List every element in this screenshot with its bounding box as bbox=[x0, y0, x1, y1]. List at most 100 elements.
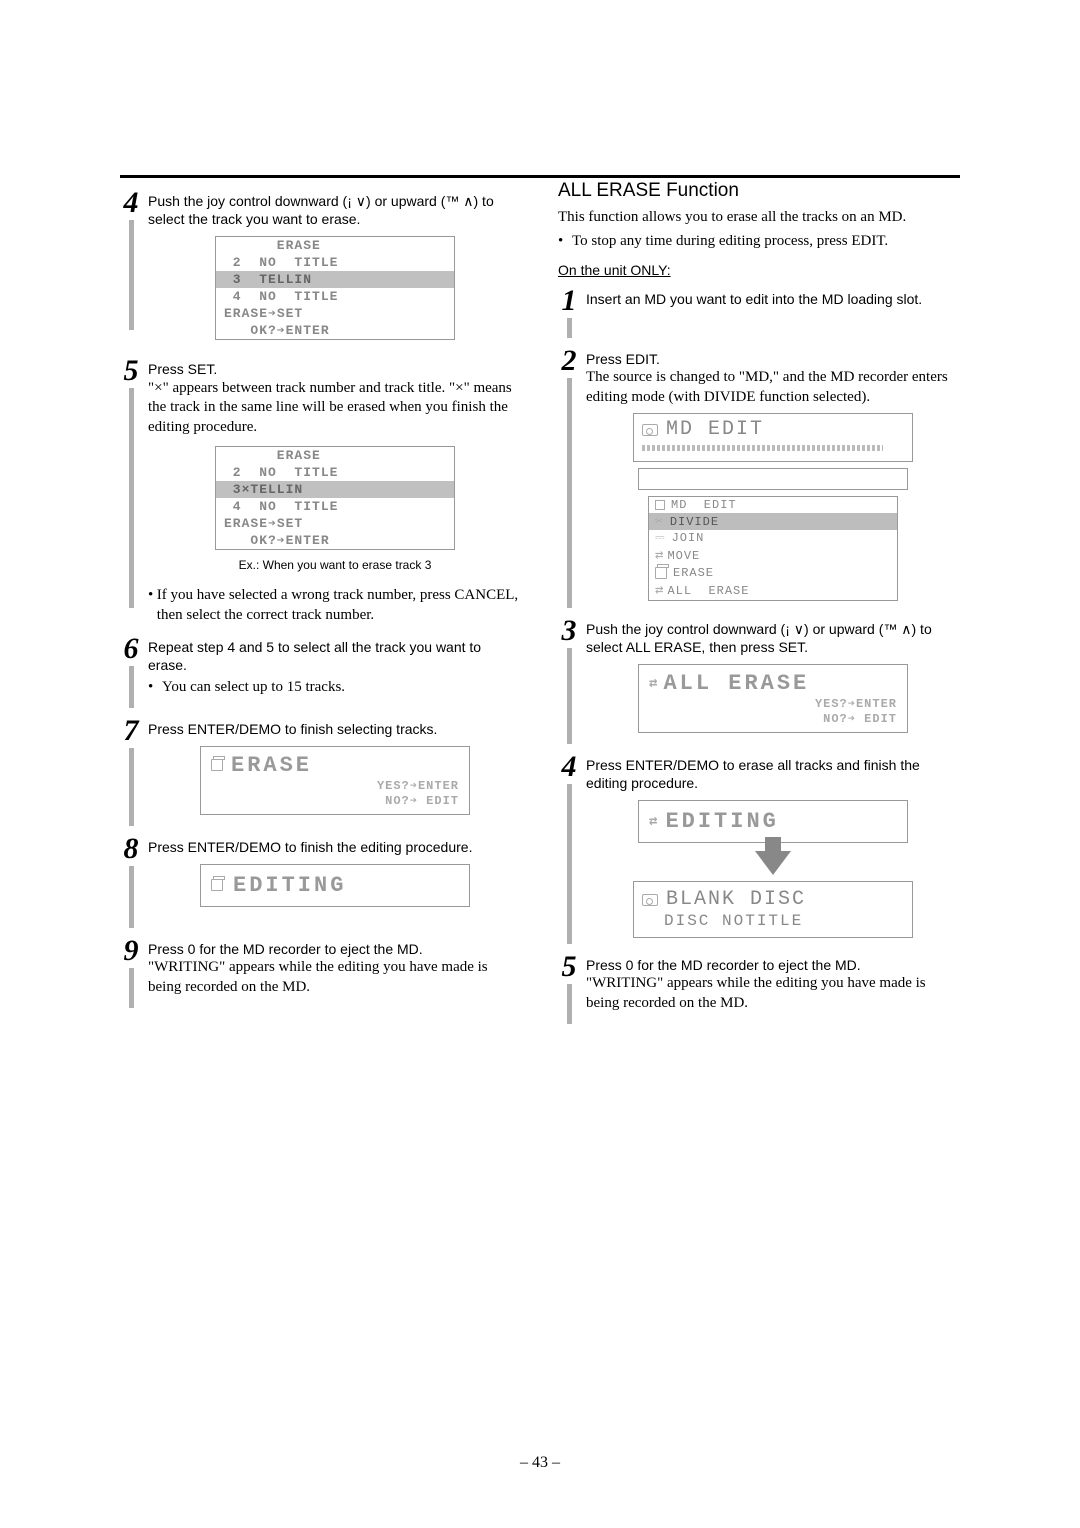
lcd-all-erase-confirm: ⇄ ALL ERASE YES?➔ENTER NO?➔ EDIT bbox=[638, 664, 908, 733]
top-rule bbox=[120, 175, 960, 178]
step-description: The source is changed to "MD," and the M… bbox=[586, 368, 960, 408]
trash-icon bbox=[211, 879, 223, 891]
arrows-icon: ⇄ bbox=[655, 582, 661, 599]
step-note: • If you have selected a wrong track num… bbox=[148, 586, 522, 626]
step-instruction: Press 0 for the MD recorder to eject the… bbox=[586, 956, 960, 974]
step-bar bbox=[567, 318, 572, 338]
arrows-icon: ⇄ bbox=[649, 813, 655, 830]
step-number: 4 bbox=[124, 188, 139, 218]
menu-row: ⇄ ALL ERASE bbox=[649, 581, 897, 600]
left-column: 4 Push the joy control downward (¡ ∨) or… bbox=[120, 180, 522, 1024]
step-bar bbox=[129, 220, 134, 330]
lcd-blank-disc: BLANK DISC DISC NOTITLE bbox=[633, 881, 913, 938]
right-step-1: 1 Insert an MD you want to edit into the… bbox=[558, 286, 960, 338]
disc-icon bbox=[642, 424, 658, 436]
lcd-caption: Ex.: When you want to erase track 3 bbox=[148, 558, 522, 572]
note-text: To stop any time during editing process,… bbox=[572, 232, 888, 252]
lcd-big-text: ERASE bbox=[231, 753, 312, 778]
lcd-progress-bar bbox=[642, 445, 883, 451]
step-instruction: Push the joy control downward (¡ ∨) or u… bbox=[586, 620, 960, 656]
menu-item-text: MD EDIT bbox=[671, 498, 737, 512]
step-bar bbox=[129, 748, 134, 826]
step-number: 7 bbox=[124, 716, 139, 746]
lcd-edit-menu: MD EDIT✂DIVIDE⎓JOIN⇄MOVEERASE⇄ALL ERASE bbox=[648, 496, 898, 601]
lcd-blank-bar bbox=[638, 468, 908, 490]
menu-row: MD EDIT bbox=[649, 497, 897, 513]
bullet-icon: • bbox=[558, 232, 572, 252]
right-step-3: 3 Push the joy control downward (¡ ∨) or… bbox=[558, 616, 960, 744]
step-bar bbox=[129, 968, 134, 1008]
scissors-icon: ✂ bbox=[655, 514, 664, 529]
step-instruction: Repeat step 4 and 5 to select all the tr… bbox=[148, 638, 522, 674]
lcd-row: ERASE bbox=[216, 237, 454, 254]
right-step-2: 2 Press EDIT. The source is changed to "… bbox=[558, 346, 960, 608]
lcd-text: MD EDIT bbox=[666, 418, 764, 441]
step-description: "WRITING" appears while the editing you … bbox=[586, 974, 960, 1014]
lcd-sub-2: NO?➔ EDIT bbox=[211, 793, 459, 808]
section-title: ALL ERASE Function bbox=[558, 180, 960, 202]
left-step-8: 8 Press ENTER/DEMO to finish the editing… bbox=[120, 834, 522, 928]
menu-item-text: ALL ERASE bbox=[667, 584, 749, 598]
step-bar bbox=[129, 866, 134, 928]
right-column: ALL ERASE Function This function allows … bbox=[558, 180, 960, 1024]
step-number: 5 bbox=[562, 952, 577, 982]
step-number: 9 bbox=[124, 936, 139, 966]
lcd-big-text: ALL ERASE bbox=[663, 671, 809, 696]
unit-only-label: On the unit ONLY: bbox=[558, 262, 960, 278]
left-step-6: 6 Repeat step 4 and 5 to select all the … bbox=[120, 634, 522, 708]
lcd-row: 4 NO TITLE bbox=[216, 288, 454, 305]
menu-item-text: MOVE bbox=[667, 549, 700, 563]
step-number: 8 bbox=[124, 834, 139, 864]
step-description: "WRITING" appears while the editing you … bbox=[148, 958, 522, 998]
lcd-erase-list-2: ERASE 2 NO TITLE 3×TELLIN 4 NO TITLEERAS… bbox=[215, 446, 455, 550]
left-step-5: 5 Press SET. "×" appears between track n… bbox=[120, 356, 522, 625]
menu-item-text: ERASE bbox=[673, 566, 714, 580]
lcd-sub-2: NO?➔ EDIT bbox=[649, 711, 897, 726]
lcd-erase-confirm: ERASE YES?➔ENTER NO?➔ EDIT bbox=[200, 746, 470, 815]
menu-row: ✂DIVIDE bbox=[649, 513, 897, 530]
arrows-icon: ⇄ bbox=[655, 547, 661, 564]
arrows-icon: ⇄ bbox=[649, 675, 655, 692]
lcd-row: 3 TELLIN bbox=[216, 271, 454, 288]
step-instruction: Insert an MD you want to edit into the M… bbox=[586, 290, 960, 308]
lcd-line-1: BLANK DISC bbox=[666, 888, 806, 912]
section-intro: This function allows you to erase all th… bbox=[558, 208, 960, 228]
lcd-editing: EDITING bbox=[200, 864, 470, 907]
lcd-sub-1: YES?➔ENTER bbox=[211, 778, 459, 793]
lcd-big-text: EDITING bbox=[233, 873, 346, 898]
lcd-row: ERASE➔SET bbox=[216, 515, 454, 532]
step-note: • You can select up to 15 tracks. bbox=[148, 678, 522, 698]
lcd-erase-list-1: ERASE 2 NO TITLE 3 TELLIN 4 NO TITLEERAS… bbox=[215, 236, 455, 340]
left-step-9: 9 Press 0 for the MD recorder to eject t… bbox=[120, 936, 522, 1008]
menu-row: ERASE bbox=[649, 565, 897, 581]
step-instruction: Press 0 for the MD recorder to eject the… bbox=[148, 940, 522, 958]
note-text: You can select up to 15 tracks. bbox=[162, 678, 345, 698]
down-arrow-icon bbox=[755, 851, 791, 875]
lcd-md-edit-header: MD EDIT bbox=[633, 413, 913, 462]
lcd-row: OK?➔ENTER bbox=[216, 322, 454, 339]
lcd-line-2: DISC NOTITLE bbox=[642, 912, 904, 931]
step-number: 5 bbox=[124, 356, 139, 386]
menu-row: ⇄ MOVE bbox=[649, 546, 897, 565]
step-bar bbox=[567, 784, 572, 944]
page-content: 4 Push the joy control downward (¡ ∨) or… bbox=[120, 180, 960, 1024]
step-instruction: Press SET. bbox=[148, 360, 522, 378]
lcd-row: 2 NO TITLE bbox=[216, 464, 454, 481]
step-description: "×" appears between track number and tra… bbox=[148, 379, 522, 438]
step-number: 3 bbox=[562, 616, 577, 646]
section-note: • To stop any time during editing proces… bbox=[558, 232, 960, 252]
trash-icon bbox=[655, 567, 667, 579]
lcd-row: 2 NO TITLE bbox=[216, 254, 454, 271]
square-icon bbox=[655, 500, 665, 510]
step-instruction: Press ENTER/DEMO to finish selecting tra… bbox=[148, 720, 522, 738]
menu-item-text: JOIN bbox=[672, 531, 705, 545]
page-number: – 43 – bbox=[0, 1454, 1080, 1472]
step-instruction: Press ENTER/DEMO to erase all tracks and… bbox=[586, 756, 960, 792]
lcd-row: ERASE➔SET bbox=[216, 305, 454, 322]
step-bar bbox=[567, 984, 572, 1024]
right-step-5: 5 Press 0 for the MD recorder to eject t… bbox=[558, 952, 960, 1024]
lcd-sub-1: YES?➔ENTER bbox=[649, 696, 897, 711]
disc-icon bbox=[642, 894, 658, 906]
right-step-4: 4 Press ENTER/DEMO to erase all tracks a… bbox=[558, 752, 960, 945]
lcd-row: 4 NO TITLE bbox=[216, 498, 454, 515]
